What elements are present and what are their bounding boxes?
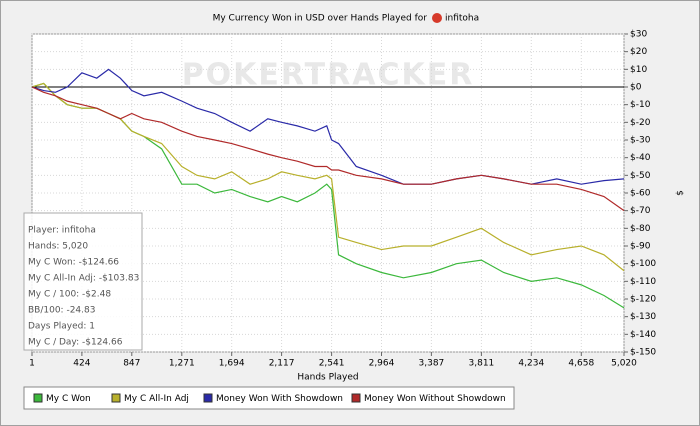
y-tick-label: $-130 (630, 312, 656, 322)
x-tick-label: 847 (123, 359, 140, 369)
x-tick-label: 1 (29, 359, 35, 369)
y-tick-label: $-90 (630, 242, 651, 252)
x-tick-label: 2,117 (269, 359, 295, 369)
y-tick-label: $-30 (630, 136, 651, 146)
y-tick-label: $-70 (630, 206, 651, 216)
stat-line: BB/100: -24.83 (28, 306, 95, 316)
stat-line: Days Played: 1 (28, 322, 95, 332)
y-tick-label: $-50 (630, 171, 651, 181)
legend-label: My C All-In Adj (124, 394, 189, 404)
y-tick-label: $-40 (630, 153, 651, 163)
x-tick-label: 2,964 (369, 359, 395, 369)
x-axis-label: Hands Played (297, 373, 358, 383)
player-name: infitoha (445, 14, 479, 24)
y-tick-label: $-10 (630, 100, 651, 110)
legend-swatch (111, 393, 121, 403)
stat-line: Hands: 5,020 (28, 242, 88, 252)
y-tick-label: $10 (630, 65, 647, 75)
chart-title: My Currency Won in USD over Hands Played… (213, 14, 428, 24)
x-tick-label: 4,658 (568, 359, 594, 369)
stat-line: Player: infitoha (28, 226, 96, 236)
legend-swatch (203, 393, 213, 403)
y-tick-label: $-150 (630, 348, 656, 358)
stat-line: My C / Day: -$124.66 (28, 338, 123, 348)
player-icon (432, 13, 442, 23)
y-tick-label: $-60 (630, 189, 651, 199)
y-tick-label: $-110 (630, 277, 656, 287)
y-tick-label: $-120 (630, 295, 656, 305)
stat-line: My C / 100: -$2.48 (28, 290, 111, 300)
legend-swatch (351, 393, 361, 403)
y-tick-label: $0 (630, 83, 642, 93)
stat-line: My C All-In Adj: -$103.83 (28, 274, 139, 284)
y-tick-label: $-20 (630, 118, 651, 128)
legend-swatch (33, 393, 43, 403)
y-tick-label: $20 (630, 47, 647, 57)
legend-label: My C Won (46, 394, 91, 404)
legend-label: Money Won With Showdown (216, 394, 343, 404)
x-tick-label: 3,387 (419, 359, 445, 369)
x-tick-label: 3,811 (469, 359, 495, 369)
legend-label: Money Won Without Showdown (364, 394, 506, 404)
series-line (31, 86, 625, 212)
stats-box (23, 212, 143, 351)
legend (23, 386, 515, 410)
y-tick-label: $-80 (630, 224, 651, 234)
y-tick-label: $-140 (630, 330, 656, 340)
x-tick-label: 424 (73, 359, 90, 369)
y-tick-label: $30 (630, 30, 647, 40)
x-tick-label: 1,271 (169, 359, 195, 369)
x-tick-label: 5,020 (611, 359, 637, 369)
x-tick-label: 2,541 (319, 359, 345, 369)
y-axis-label: $ (676, 190, 686, 196)
x-tick-label: 1,694 (219, 359, 245, 369)
y-tick-label: $-100 (630, 259, 656, 269)
stat-line: My C Won: -$124.66 (28, 258, 119, 268)
x-tick-label: 4,234 (518, 359, 544, 369)
